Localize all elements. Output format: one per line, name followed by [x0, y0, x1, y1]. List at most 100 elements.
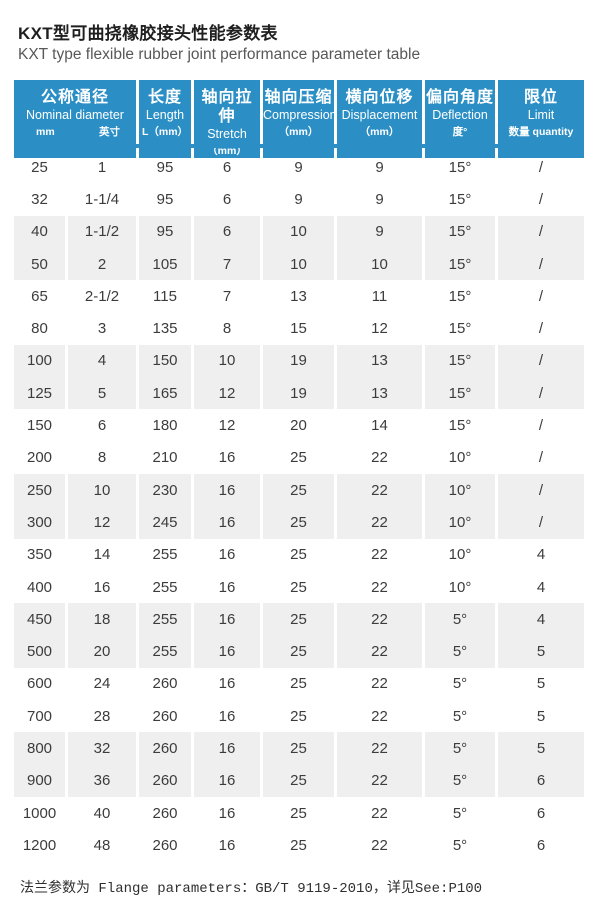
- table-cell: 255: [139, 603, 191, 636]
- table-cell: 18: [68, 603, 136, 636]
- header-en-label: Displacement: [341, 108, 418, 122]
- table-cell: 25: [263, 732, 334, 765]
- table-cell: /: [498, 312, 584, 345]
- table-cell: 10: [194, 344, 260, 378]
- table-cell: /: [498, 344, 584, 378]
- table-cell: 13: [263, 280, 334, 313]
- table-cell: 5°: [425, 829, 495, 862]
- table-cell: 10°: [425, 538, 495, 571]
- header-zh-label: 公称通径: [40, 89, 109, 106]
- table-row: 150 6 180 12 20 14 15° /: [14, 409, 584, 442]
- header-limit: 限位 Limit 数量 quantity: [498, 80, 584, 158]
- table-cell: 22: [337, 667, 422, 701]
- table-cell: 255: [139, 570, 191, 604]
- table-cell: 22: [337, 829, 422, 862]
- header-sub-label: （mm）: [278, 126, 319, 138]
- table-row: 600 24 260 16 25 22 5° 5: [14, 667, 584, 701]
- table-cell: 135: [139, 312, 191, 345]
- table-cell: 13: [337, 377, 422, 410]
- table-cell: 1200: [14, 829, 65, 862]
- table-row: 450 18 255 16 25 22 5° 4: [14, 603, 584, 636]
- table-cell: 14: [68, 538, 136, 571]
- table-cell: /: [498, 247, 584, 281]
- table-cell: 5°: [425, 635, 495, 668]
- table-cell: 95: [139, 215, 191, 248]
- table-cell: 15°: [425, 280, 495, 313]
- table-cell: 19: [263, 377, 334, 410]
- table-cell: 105: [139, 247, 191, 281]
- header-zh-label: 轴向拉伸: [201, 89, 253, 125]
- table-cell: 125: [14, 377, 65, 410]
- table-cell: 22: [337, 570, 422, 604]
- table-cell: 16: [194, 441, 260, 474]
- table-cell: 25: [263, 700, 334, 733]
- table-cell: 10: [263, 247, 334, 281]
- table-row: 400 16 255 16 25 22 10° 4: [14, 570, 584, 604]
- header-zh-label: 轴向压缩: [264, 89, 333, 106]
- table-cell: 25: [263, 441, 334, 474]
- table-cell: 230: [139, 473, 191, 507]
- table-cell: 12: [194, 377, 260, 410]
- table-cell: 3: [68, 312, 136, 345]
- table-cell: 350: [14, 538, 65, 571]
- header-sub-label: 度°: [452, 126, 468, 138]
- table-cell: 6: [68, 409, 136, 442]
- header-sub-label: （mm）: [359, 126, 400, 138]
- table-cell: 6: [498, 764, 584, 797]
- table-cell: /: [498, 215, 584, 248]
- table-row: 1000 40 260 16 25 22 5° 6: [14, 796, 584, 830]
- table-cell: 16: [194, 829, 260, 862]
- table-cell: 22: [337, 473, 422, 507]
- table-row: 50 2 105 7 10 10 15° /: [14, 247, 584, 281]
- table-cell: 9: [337, 183, 422, 216]
- table-cell: 16: [194, 700, 260, 733]
- table-cell: 15°: [425, 215, 495, 248]
- table-row: 350 14 255 16 25 22 10° 4: [14, 538, 584, 571]
- header-nominal-diameter: 公称通径 Nominal diameter mm 英寸: [14, 80, 136, 158]
- header-en-label: Deflection: [432, 108, 488, 122]
- header-compression: 轴向压缩 Compression （mm）: [263, 80, 337, 158]
- table-cell: 260: [139, 829, 191, 862]
- table-cell: 15°: [425, 312, 495, 345]
- header-en-label: Length: [145, 108, 185, 122]
- table-cell: 15°: [425, 377, 495, 410]
- table-cell: 16: [194, 603, 260, 636]
- table-row: 300 12 245 16 25 22 10° /: [14, 506, 584, 539]
- table-row: 1200 48 260 16 25 22 5° 6: [14, 829, 584, 862]
- table-cell: 6: [498, 796, 584, 830]
- table-cell: 400: [14, 570, 65, 604]
- table-cell: 14: [337, 409, 422, 442]
- table-body: 25 1 95 6 9 9 15°/32 1-1/4 95 6 9 9 15°/40 1-1/2 95 6 10…: [14, 151, 584, 862]
- table-cell: 450: [14, 603, 65, 636]
- header-sub-label: mm 英寸: [14, 125, 136, 139]
- table-cell: 5°: [425, 796, 495, 830]
- table-cell: 16: [194, 506, 260, 539]
- table-cell: 700: [14, 700, 65, 733]
- table-row: 200 8 210 16 25 22 10° /: [14, 441, 584, 474]
- table-cell: 4: [498, 538, 584, 571]
- table-cell: 1-1/4: [68, 183, 136, 216]
- table-cell: /: [498, 280, 584, 313]
- page-subtitle: KXT type flexible rubber joint performan…: [18, 46, 421, 63]
- header-sub-mm: mm: [36, 126, 55, 138]
- table-cell: 15: [263, 312, 334, 345]
- table-cell: 40: [68, 796, 136, 830]
- table-cell: 22: [337, 506, 422, 539]
- table-cell: 1-1/2: [68, 215, 136, 248]
- table-cell: 25: [263, 829, 334, 862]
- table-cell: 80: [14, 312, 65, 345]
- table-row: 100 4 150 10 19 13 15° /: [14, 344, 584, 378]
- table-cell: 5°: [425, 603, 495, 636]
- table-row: 40 1-1/2 95 6 10 9 15° /: [14, 215, 584, 248]
- table-cell: 150: [14, 409, 65, 442]
- table-cell: 6: [194, 215, 260, 248]
- table-cell: 5: [498, 635, 584, 668]
- table-cell: 260: [139, 700, 191, 733]
- table-cell: 16: [194, 796, 260, 830]
- header-deflection: 偏向角度 Deflection 度°: [425, 80, 495, 158]
- table-cell: 5°: [425, 700, 495, 733]
- table-cell: 15°: [425, 409, 495, 442]
- header-sub-label: L（mm）: [141, 126, 189, 138]
- table-cell: 255: [139, 538, 191, 571]
